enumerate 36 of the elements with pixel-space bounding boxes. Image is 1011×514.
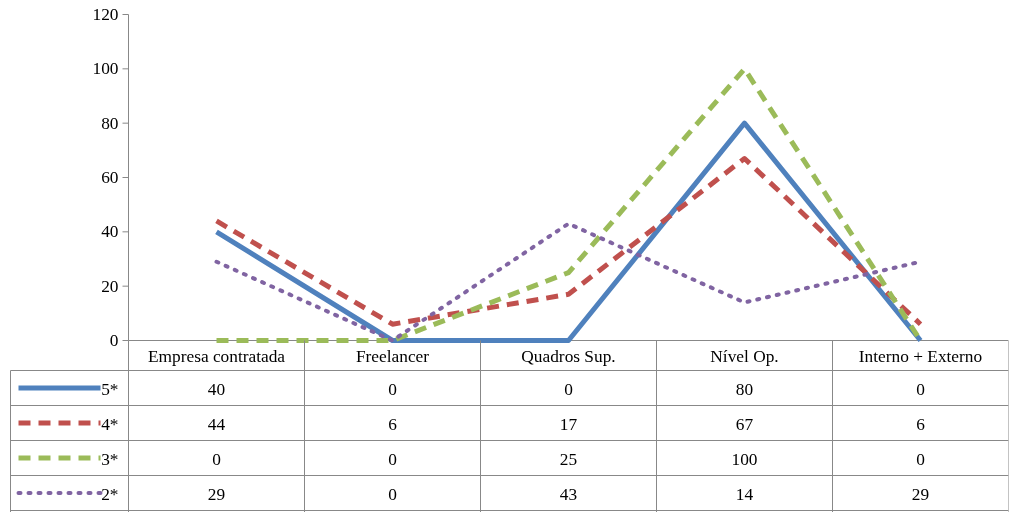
data-label: 80 [735,379,754,399]
data-label: 0 [388,379,397,399]
data-label: 6 [916,414,926,434]
y-tick-label: 20 [101,276,119,296]
x-tick-label: Nível Op. [710,347,779,366]
data-label: 29 [911,484,930,504]
y-tick-label: 60 [101,168,119,187]
legend-label: 5* [101,379,119,399]
data-label: 44 [207,414,226,434]
data-label: 100 [731,449,758,469]
x-tick-label: Freelancer [355,347,430,366]
y-tick-label: 120 [92,5,119,24]
data-label: 0 [388,449,397,469]
legend-label: 3* [101,449,119,469]
data-label: 40 [207,379,226,399]
data-label: 0 [916,379,925,399]
data-label: 43 [559,484,578,504]
legend-label: 2* [101,484,119,504]
data-label: 17 [559,414,578,434]
data-label: 0 [212,449,221,469]
y-tick-label: 80 [101,113,119,133]
x-tick-label: Quadros Sup. [521,347,616,366]
legend-label: 4* [101,414,119,434]
data-label: 0 [916,449,925,469]
y-tick-label: 40 [101,222,119,242]
y-tick-label: 100 [92,59,119,79]
x-tick-label: Empresa contratada [147,347,286,366]
data-label: 0 [388,484,397,504]
data-label: 67 [735,414,754,434]
data-label: 25 [559,449,578,469]
x-tick-label: Interno + Externo [858,347,983,366]
data-label: 0 [564,379,573,399]
data-label: 14 [735,484,754,504]
data-label: 29 [207,484,226,504]
data-label: 6 [388,414,398,434]
y-tick-label: 0 [109,331,119,350]
